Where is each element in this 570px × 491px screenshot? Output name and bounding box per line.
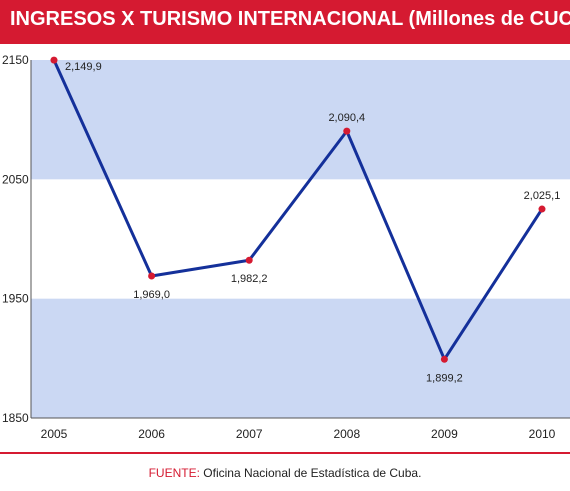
data-label: 1,969,0 (133, 289, 170, 301)
source-text: Oficina Nacional de Estadística de Cuba. (203, 466, 422, 480)
line-chart: 1850 1950 2050 2150 2005 2006 2007 2008 2009 2010… (2, 53, 570, 441)
x-tick-label: 2006 (138, 427, 165, 441)
y-tick-label: 1950 (2, 292, 29, 306)
x-tick-label: 2007 (236, 427, 263, 441)
y-tick-label: 2050 (2, 172, 29, 186)
source-footer: FUENTE: Oficina Nacional de Estadística … (0, 466, 570, 480)
y-tick-label: 1850 (2, 411, 29, 425)
y-tick-label: 2150 (2, 53, 29, 67)
chart-title: INGRESOS X TURISMO INTERNACIONAL (Millon… (10, 8, 570, 30)
footer-divider (0, 452, 570, 454)
grid-band (31, 60, 570, 180)
data-point (50, 56, 58, 64)
data-point (440, 355, 448, 363)
series-line (52, 59, 544, 361)
source-label: FUENTE: (148, 466, 200, 480)
title-bar: INGRESOS X TURISMO INTERNACIONAL (Millon… (0, 0, 570, 44)
x-tick-label: 2008 (333, 427, 360, 441)
data-point (538, 205, 546, 213)
data-label: 1,982,2 (231, 273, 268, 285)
x-tick-label: 2010 (529, 427, 556, 441)
x-tick-label: 2005 (41, 427, 68, 441)
data-point (343, 127, 351, 135)
data-label: 2,090,4 (328, 112, 365, 124)
grid-band (31, 298, 570, 418)
data-point (245, 256, 253, 264)
data-point (148, 272, 156, 280)
data-label: 1,899,2 (426, 372, 463, 384)
data-label: 2,149,9 (65, 61, 102, 73)
data-label: 2,025,1 (524, 190, 561, 202)
x-tick-label: 2009 (431, 427, 458, 441)
